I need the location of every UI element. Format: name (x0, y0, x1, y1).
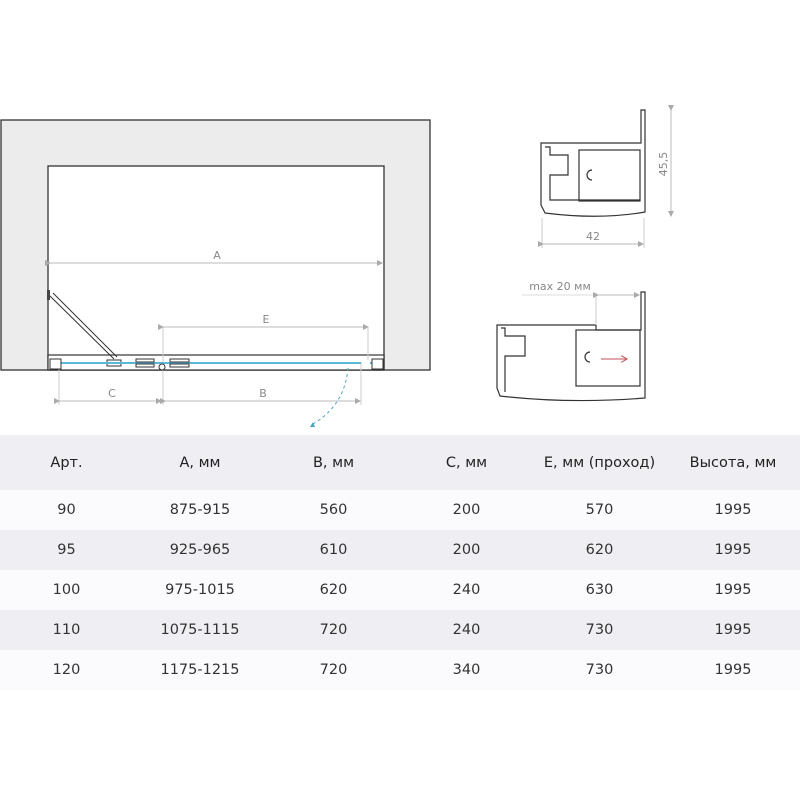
header-c: C, мм (400, 435, 533, 490)
table-cell: 1995 (666, 530, 800, 570)
profile-height-label: 45,5 (657, 152, 670, 177)
swing-arc (312, 367, 349, 425)
table-row: 95 925-965 610 200 620 1995 (0, 530, 800, 570)
table-header-row: Арт. A, мм B, мм C, мм E, мм (проход) Вы… (0, 435, 800, 490)
dimension-b: B (160, 362, 362, 405)
header-height: Высота, мм (666, 435, 800, 490)
table-cell: 240 (400, 570, 533, 610)
dimension-a-label: A (213, 249, 221, 262)
table-row: 90 875-915 560 200 570 1995 (0, 490, 800, 530)
technical-drawing: A E C B (0, 105, 674, 427)
table-cell: 1995 (666, 650, 800, 690)
profile-width-dimension: 42 (538, 218, 645, 248)
door-handles (135, 358, 190, 371)
table-cell: 90 (0, 490, 133, 530)
adjustment-label: max 20 мм (529, 280, 591, 293)
table-cell: 200 (400, 530, 533, 570)
table-cell: 620 (267, 570, 400, 610)
table-cell: 730 (533, 650, 666, 690)
header-a: A, мм (133, 435, 267, 490)
profile-height-dimension: 45,5 (657, 105, 674, 217)
table-cell: 925-965 (133, 530, 267, 570)
table-cell: 1995 (666, 490, 800, 530)
dimension-c-label: C (108, 387, 116, 400)
table-cell: 240 (400, 610, 533, 650)
table-cell: 720 (267, 650, 400, 690)
table-cell: 1995 (666, 570, 800, 610)
table-cell: 610 (267, 530, 400, 570)
table-cell: 1175-1215 (133, 650, 267, 690)
dimension-b-label: B (259, 387, 267, 400)
table-cell: 200 (400, 490, 533, 530)
table-cell: 630 (533, 570, 666, 610)
table-cell: 1075-1115 (133, 610, 267, 650)
table-cell: 340 (400, 650, 533, 690)
table-cell: 120 (0, 650, 133, 690)
table-cell: 875-915 (133, 490, 267, 530)
table-cell: 95 (0, 530, 133, 570)
table-row: 100 975-1015 620 240 630 1995 (0, 570, 800, 610)
table-row: 120 1175-1215 720 340 730 1995 (0, 650, 800, 690)
dimension-e-label: E (263, 313, 270, 326)
profile-section-top (540, 109, 646, 217)
wall-niche (0, 119, 431, 371)
dimension-a: A (45, 249, 383, 266)
profile-section-bottom (496, 291, 646, 402)
adjustment-dimension: max 20 мм (522, 280, 640, 325)
table-cell: 1995 (666, 610, 800, 650)
table-cell: 720 (267, 610, 400, 650)
table-cell: 110 (0, 610, 133, 650)
header-e: E, мм (проход) (533, 435, 666, 490)
header-art: Арт. (0, 435, 133, 490)
table-cell: 620 (533, 530, 666, 570)
table-cell: 730 (533, 610, 666, 650)
dimensions-table: Арт. A, мм B, мм C, мм E, мм (проход) Вы… (0, 435, 800, 690)
profile-width-label: 42 (586, 230, 600, 243)
table-cell: 570 (533, 490, 666, 530)
table-cell: 100 (0, 570, 133, 610)
table-cell: 975-1015 (133, 570, 267, 610)
table-cell: 560 (267, 490, 400, 530)
table-row: 110 1075-1115 720 240 730 1995 (0, 610, 800, 650)
header-b: B, мм (267, 435, 400, 490)
wall-profiles (49, 358, 384, 370)
